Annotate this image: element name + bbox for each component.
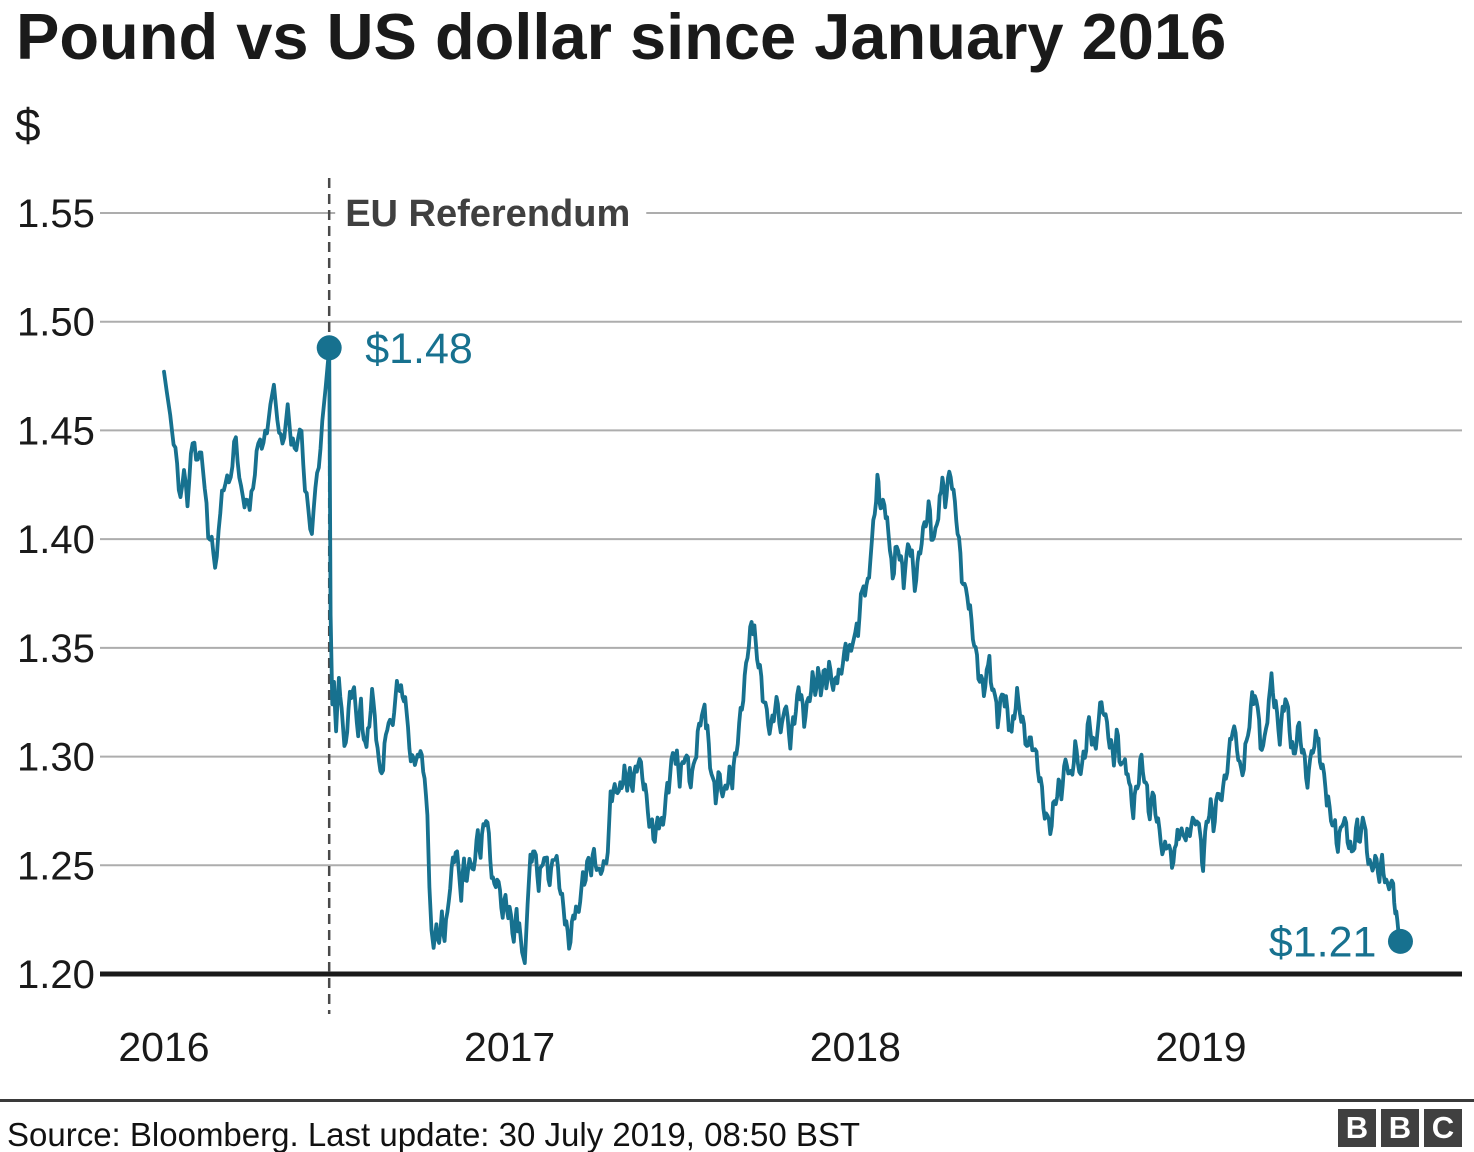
y-tick-label: 1.50 [17,301,95,345]
refline-label: EU Referendum [345,193,630,235]
annotation-label: $1.21 [1269,918,1377,966]
x-tick-label: 2018 [810,1024,901,1070]
y-tick-label: 1.35 [17,627,95,671]
annotation-dot [1387,928,1413,954]
line-chart: 1.20 1.25 1.30 1.35 1.40 1.45 1.50 1.55 2016 2017… [17,178,1462,1070]
y-tick-label: 1.45 [17,409,95,453]
x-tick-label: 2019 [1155,1024,1246,1070]
y-tick-label: 1.20 [17,953,95,997]
bbc-logo-letter-b2: B [1381,1109,1419,1147]
annotation-label: $1.48 [365,325,473,373]
bbc-logo-letter-c: C [1424,1109,1462,1147]
x-tick-label: 2017 [464,1024,555,1070]
x-tick-label: 2016 [118,1024,209,1070]
footer-divider [0,1099,1474,1102]
y-tick-label: 1.55 [17,192,95,236]
source-text: Source: Bloomberg. Last update: 30 July … [7,1116,861,1152]
bbc-logo: B B C [1338,1109,1462,1147]
y-tick-label: 1.30 [17,736,95,780]
annotation-dot [316,335,342,361]
refline-label-bg [335,190,647,236]
exchange-rate-line [162,345,1403,965]
y-axis-unit-label: $ [15,99,41,151]
y-tick-label: 1.40 [17,518,95,562]
chart-title: Pound vs US dollar since January 2016 [16,0,1227,73]
bbc-logo-letter-b1: B [1338,1109,1376,1147]
y-tick-label: 1.25 [17,844,95,888]
